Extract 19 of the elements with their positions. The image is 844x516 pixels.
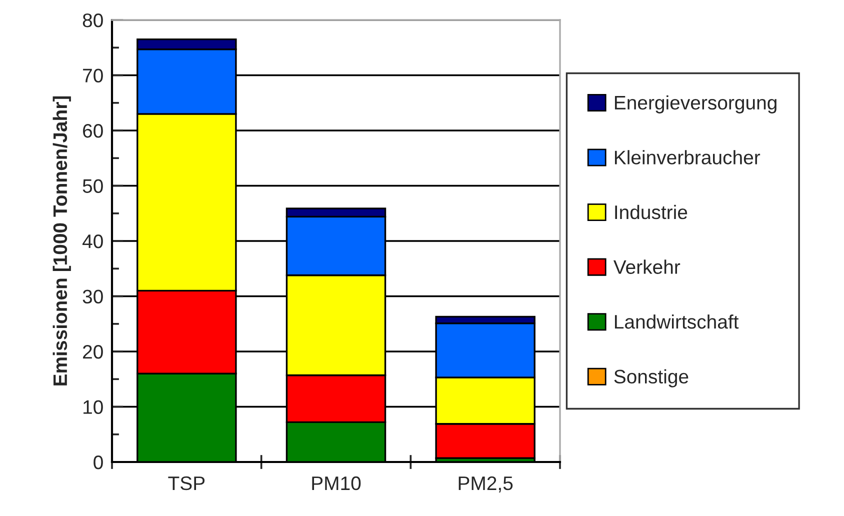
legend-label: Industrie xyxy=(615,204,688,220)
x-tick-label: PM10 xyxy=(312,476,361,490)
y-tick-label: 50 xyxy=(82,179,103,193)
x-tick-label: PM2,5 xyxy=(458,476,513,492)
y-tick-label: 40 xyxy=(82,234,103,248)
y-tick-label: 0 xyxy=(94,455,103,470)
y-tick-label: 20 xyxy=(83,344,103,359)
legend-label: Sonstige xyxy=(614,369,688,388)
legend-label: Kleinverbraucher xyxy=(614,150,760,164)
y-axis-title: Emissionen [1000 Tonnen/Jahr] xyxy=(52,96,71,386)
legend-label: Landwirtschaft xyxy=(614,314,739,329)
y-tick-label: 30 xyxy=(82,290,103,304)
x-tick-label: TSP xyxy=(168,476,205,490)
y-tick-label: 70 xyxy=(83,68,103,82)
y-tick-label: 10 xyxy=(84,400,103,414)
y-tick-label: 60 xyxy=(83,124,103,138)
legend-label: Verkehr xyxy=(613,260,680,274)
legend-label: Energieversorgung xyxy=(614,95,776,114)
y-tick-label: 80 xyxy=(82,13,103,28)
